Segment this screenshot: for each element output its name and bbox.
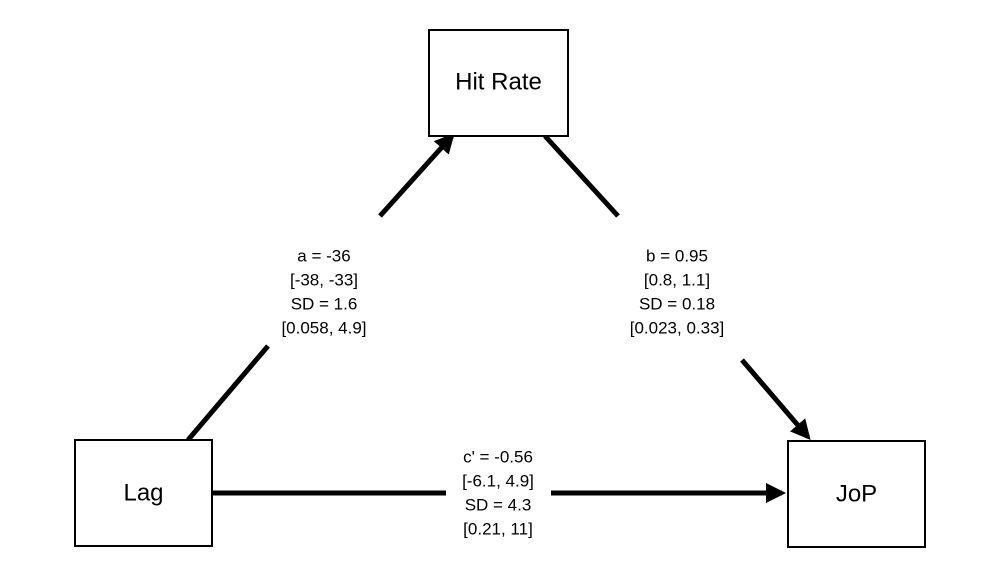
edge-c-prime-label: c' = -0.56 [-6.1, 4.9] SD = 4.3 [0.21, 1… — [462, 447, 534, 538]
edge-a-ci: [-38, -33] — [290, 270, 358, 289]
node-hit-rate-label: Hit Rate — [455, 68, 542, 95]
edge-c-prime-ci: [-6.1, 4.9] — [462, 471, 534, 490]
edge-b-label: b = 0.95 [0.8, 1.1] SD = 0.18 [0.023, 0.… — [630, 246, 725, 337]
edge-b-arrow — [543, 134, 811, 441]
edge-b-coef: b = 0.95 — [646, 246, 708, 265]
edge-c-prime-sd-ci: [0.21, 11] — [463, 519, 533, 538]
edge-c-prime-sd: SD = 4.3 — [465, 495, 532, 514]
edge-a-sd-ci: [0.058, 4.9] — [281, 318, 366, 337]
node-lag-label: Lag — [123, 479, 163, 506]
edge-b-sd-ci: [0.023, 0.33] — [630, 318, 725, 337]
edge-b-ci: [0.8, 1.1] — [644, 270, 710, 289]
node-jop: JoP — [787, 440, 926, 548]
node-jop-label: JoP — [836, 480, 877, 507]
edge-b-sd: SD = 0.18 — [639, 294, 715, 313]
edge-a-coef: a = -36 — [297, 246, 350, 265]
edge-a-arrow — [186, 133, 455, 442]
node-hit-rate: Hit Rate — [428, 29, 569, 137]
edge-a-sd: SD = 1.6 — [291, 294, 358, 313]
edge-c-prime-coef: c' = -0.56 — [463, 447, 533, 466]
edge-a-label: a = -36 [-38, -33] SD = 1.6 [0.058, 4.9] — [281, 246, 366, 337]
node-lag: Lag — [74, 439, 213, 547]
